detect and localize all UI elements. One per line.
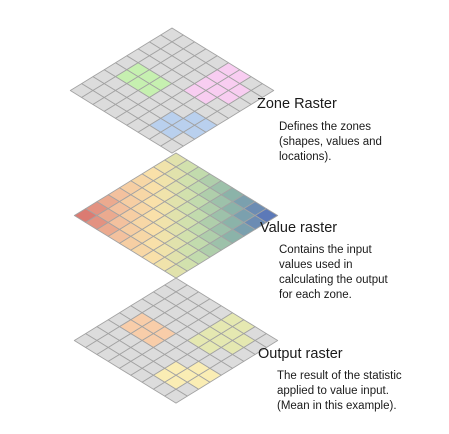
output-raster-grid bbox=[73, 277, 279, 404]
output-raster-title: Output raster bbox=[258, 346, 343, 362]
zone-raster-cell bbox=[160, 138, 184, 154]
zone-raster-grid bbox=[69, 27, 275, 154]
value-raster-title: Value raster bbox=[260, 220, 338, 236]
zone-raster-description-line-3: locations). bbox=[279, 151, 332, 163]
value-raster-description-line-3: calculating the output bbox=[279, 274, 388, 286]
zone-raster-description-line-2: (shapes, values and bbox=[279, 136, 382, 148]
value-raster-description-line-2: values used in bbox=[279, 259, 353, 271]
value-raster-description-line-1: Contains the input bbox=[279, 244, 372, 256]
value-raster-description-line-4: for each zone. bbox=[279, 289, 352, 301]
value-raster-grid bbox=[73, 152, 279, 279]
output-raster-description-line-1: The result of the statistic bbox=[277, 370, 402, 382]
output-raster-cell bbox=[164, 388, 188, 404]
output-raster-description-line-2: applied to value input. bbox=[277, 385, 389, 397]
zone-raster-description-line-1: Defines the zones bbox=[279, 121, 372, 133]
output-raster-description-line-3: (Mean in this example). bbox=[277, 400, 397, 412]
zone-raster-title: Zone Raster bbox=[257, 96, 337, 112]
